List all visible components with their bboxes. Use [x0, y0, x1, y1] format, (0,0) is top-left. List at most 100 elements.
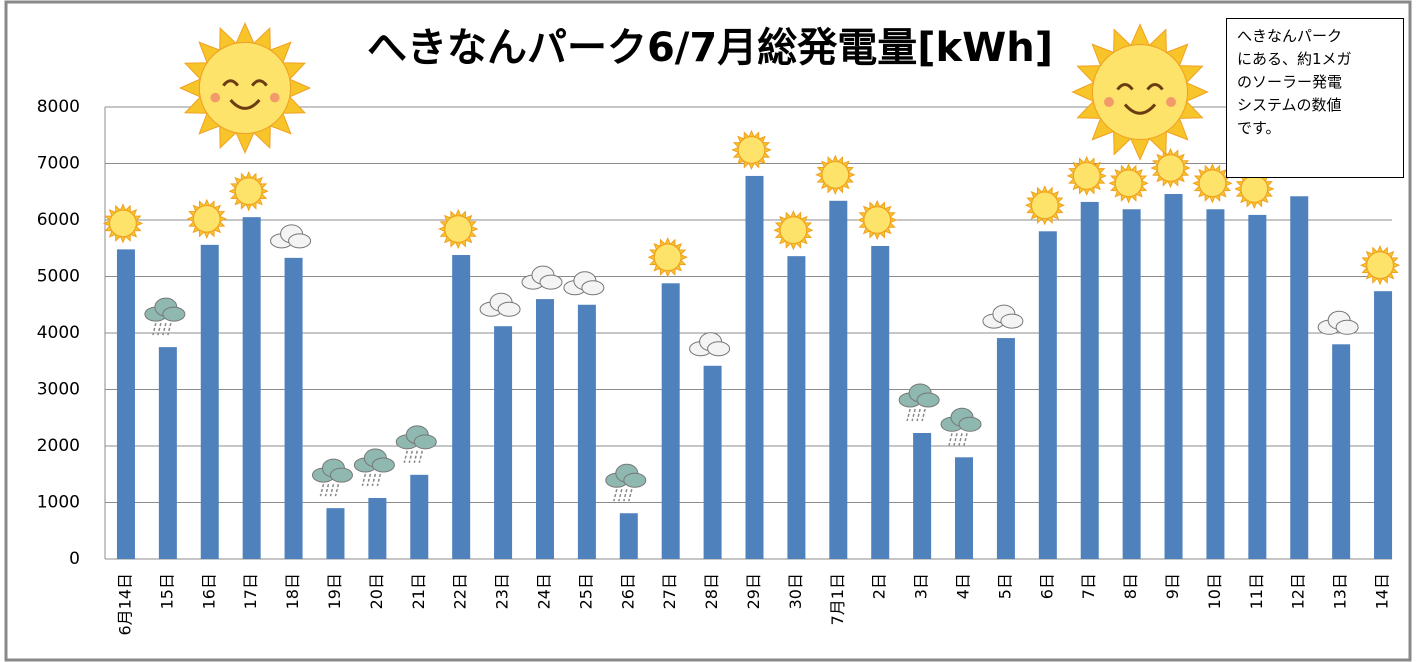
sun-icon [1068, 157, 1106, 195]
cloud-part [708, 342, 730, 356]
x-tick-label: 8日 [1121, 573, 1140, 599]
cloud-part [959, 417, 981, 431]
bar [285, 258, 303, 559]
annotation-line: へきなんパーク [1237, 25, 1393, 48]
x-tick-label: 3日 [912, 573, 931, 599]
sun-face [1367, 252, 1394, 279]
y-tick-label: 0 [69, 549, 80, 569]
sun-face [864, 207, 891, 234]
sun-face [1093, 45, 1188, 140]
bar [997, 338, 1015, 559]
bar [1123, 209, 1141, 559]
bar [452, 255, 470, 559]
x-tick-label: 16日 [199, 573, 218, 609]
x-tick-label: 28日 [702, 573, 721, 609]
x-tick-label: 21日 [409, 573, 428, 609]
sun-icon [180, 23, 310, 153]
y-tick-label: 5000 [37, 267, 80, 287]
cloud-part [163, 307, 185, 321]
sun-face [822, 161, 849, 188]
x-tick-label: 10日 [1205, 573, 1224, 609]
bar [1332, 344, 1350, 559]
sun-icon [188, 200, 226, 238]
chart: へきなんパーク6/7月総発電量[kWh] 0 1000 2000 3000 4000 50… [0, 0, 1418, 662]
sun-face [738, 137, 765, 164]
x-tick-label: 19日 [325, 573, 344, 609]
sun-icon [816, 156, 854, 194]
sun-icon [858, 201, 896, 239]
bar [578, 305, 596, 559]
bar [1290, 196, 1308, 559]
cloud-part [1001, 314, 1023, 328]
x-tick-label: 5日 [995, 573, 1014, 599]
sun-icon [439, 210, 477, 248]
bar [1248, 215, 1266, 559]
bar [1081, 202, 1099, 559]
bar [913, 433, 931, 559]
page: へきなんパーク6/7月総発電量[kWh] 0 1000 2000 3000 4000 50… [0, 0, 1418, 662]
sun-face [654, 244, 681, 271]
bar [620, 513, 638, 559]
bar [955, 457, 973, 559]
sun-icon [230, 172, 268, 210]
bar [117, 249, 135, 559]
x-tick-label: 9日 [1163, 573, 1182, 599]
bar [1374, 291, 1392, 559]
bar [829, 201, 847, 559]
y-tick-label: 8000 [37, 97, 80, 117]
bar [1039, 231, 1057, 559]
x-tick-label: 7日 [1079, 573, 1098, 599]
x-tick-label: 24日 [534, 573, 553, 609]
x-tick-label: 25日 [576, 573, 595, 609]
x-tick-label: 18日 [283, 573, 302, 609]
bar [787, 256, 805, 559]
annotation-line: です。 [1237, 117, 1393, 140]
x-tick-label: 20日 [367, 573, 386, 609]
x-tick-label: 27日 [660, 573, 679, 609]
annotation-box: へきなんパークにある、約1メガのソーラー発電システムの数値です。 [1226, 18, 1404, 178]
x-tick-label: 7月1日 [828, 573, 847, 625]
cloud-part [624, 473, 646, 487]
sun-icon [1361, 246, 1399, 284]
annotation-line: のソーラー発電 [1237, 71, 1393, 94]
sun-face [193, 206, 220, 233]
y-tick-label: 4000 [37, 323, 80, 343]
y-tick-label: 6000 [37, 210, 80, 230]
sun-cheek [210, 93, 220, 103]
sun-face [199, 42, 290, 133]
sun-face [780, 217, 807, 244]
x-tick-label: 26日 [618, 573, 637, 609]
bar [871, 246, 889, 559]
sun-icon [1152, 149, 1190, 187]
x-tick-label: 23日 [493, 573, 512, 609]
bar [1165, 194, 1183, 559]
sun-face [1073, 163, 1100, 190]
sun-icon [1110, 164, 1148, 202]
x-tick-label: 29日 [744, 573, 763, 609]
bar [704, 366, 722, 559]
x-tick-label: 6日 [1037, 573, 1056, 599]
cloud-part [498, 302, 520, 316]
y-tick-label: 1000 [37, 493, 80, 513]
sun-face [110, 210, 137, 237]
cloud-part [540, 275, 562, 289]
x-tick-label: 4日 [954, 573, 973, 599]
x-tick-label: 13日 [1331, 573, 1350, 609]
bar [662, 283, 680, 559]
annotation-line: にある、約1メガ [1237, 48, 1393, 71]
bar [494, 326, 512, 559]
bar [368, 498, 386, 559]
x-tick-label: 15日 [157, 573, 176, 609]
sun-face [1032, 192, 1059, 219]
chart-title: へきなんパーク6/7月総発電量[kWh] [367, 25, 1053, 71]
x-tick-label: 17日 [241, 573, 260, 609]
cloud-part [289, 234, 311, 248]
sun-face [1157, 155, 1184, 182]
x-tick-label: 6月14日 [115, 573, 134, 636]
y-tick-label: 2000 [37, 436, 80, 456]
cloud-part [582, 281, 604, 295]
y-tick-label: 3000 [37, 380, 80, 400]
sun-icon [733, 131, 771, 169]
sun-cheek [270, 93, 280, 103]
x-tick-label: 22日 [451, 573, 470, 609]
